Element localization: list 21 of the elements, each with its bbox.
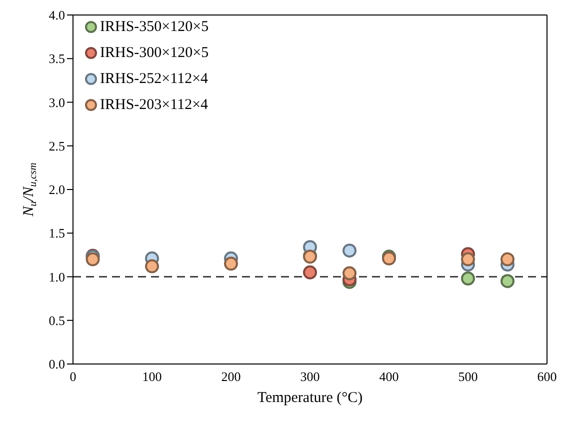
y-tick-label: 2.0 [48,182,65,198]
x-axis-title: Temperature (°C) [257,390,363,406]
x-tick-label: 400 [379,369,399,384]
y-tick-label: 1.0 [48,269,65,284]
legend-label: IRHS-252×112×4 [99,70,209,89]
x-tick-label: 300 [300,369,320,384]
x-tick-label: 200 [221,369,241,384]
y-tick-label: 1.5 [48,226,65,241]
y-tick-label: 4.0 [48,8,65,23]
y-tick-label: 0.5 [48,312,65,328]
y-tick-label: 3.0 [48,94,65,110]
x-tick-label: 0 [70,369,76,384]
x-tick-label: 600 [537,369,557,384]
x-tick-label: 100 [142,369,162,384]
y-tick-label: 2.5 [48,138,65,154]
y-tick-label: 0.0 [48,356,65,372]
x-tick-label: 500 [458,369,478,384]
legend-label: IRHS-203×112×4 [99,96,209,115]
y-tick-label: 3.5 [48,51,65,66]
legend-label: IRHS-350×120×5 [99,18,209,37]
legend-label: IRHS-300×120×5 [99,44,209,63]
